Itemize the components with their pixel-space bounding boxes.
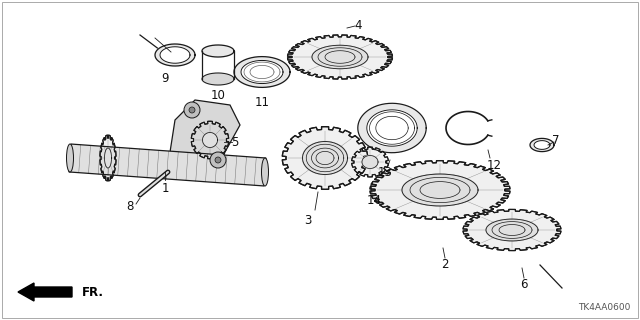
Text: 8: 8 (126, 201, 134, 213)
Text: 5: 5 (231, 135, 239, 148)
Text: 14: 14 (367, 194, 381, 206)
Text: FR.: FR. (82, 285, 104, 299)
Text: 2: 2 (441, 259, 449, 271)
Polygon shape (100, 135, 116, 181)
Polygon shape (362, 156, 378, 169)
Text: 12: 12 (486, 158, 502, 172)
Ellipse shape (262, 158, 269, 186)
Polygon shape (367, 110, 417, 146)
Polygon shape (160, 47, 190, 63)
Polygon shape (202, 132, 218, 148)
Text: 4: 4 (355, 19, 362, 31)
Polygon shape (191, 121, 228, 159)
Polygon shape (104, 148, 111, 168)
Polygon shape (312, 45, 368, 69)
Circle shape (184, 102, 200, 118)
Polygon shape (370, 161, 510, 220)
Text: 3: 3 (304, 213, 312, 227)
Circle shape (189, 107, 195, 113)
FancyArrow shape (18, 283, 72, 301)
Text: TK4AA0600: TK4AA0600 (578, 303, 630, 312)
Text: 11: 11 (255, 95, 269, 108)
Text: 6: 6 (520, 278, 528, 292)
Polygon shape (168, 100, 240, 168)
Polygon shape (282, 127, 367, 189)
Polygon shape (530, 139, 554, 152)
Polygon shape (402, 174, 478, 206)
Polygon shape (202, 73, 234, 85)
Polygon shape (287, 35, 392, 79)
Polygon shape (155, 44, 195, 66)
Circle shape (215, 157, 221, 163)
Polygon shape (358, 103, 426, 153)
Text: 7: 7 (552, 133, 560, 147)
Polygon shape (202, 45, 234, 57)
Text: 9: 9 (161, 71, 169, 84)
Polygon shape (486, 219, 538, 241)
Polygon shape (69, 144, 266, 186)
Text: 1: 1 (161, 181, 169, 195)
Polygon shape (534, 140, 550, 149)
Polygon shape (241, 60, 283, 84)
Text: 10: 10 (211, 89, 225, 101)
Ellipse shape (67, 144, 74, 172)
Circle shape (210, 152, 226, 168)
Text: 13: 13 (378, 165, 392, 179)
Polygon shape (234, 57, 290, 87)
Polygon shape (303, 141, 348, 174)
Polygon shape (463, 209, 561, 251)
Polygon shape (351, 147, 388, 177)
